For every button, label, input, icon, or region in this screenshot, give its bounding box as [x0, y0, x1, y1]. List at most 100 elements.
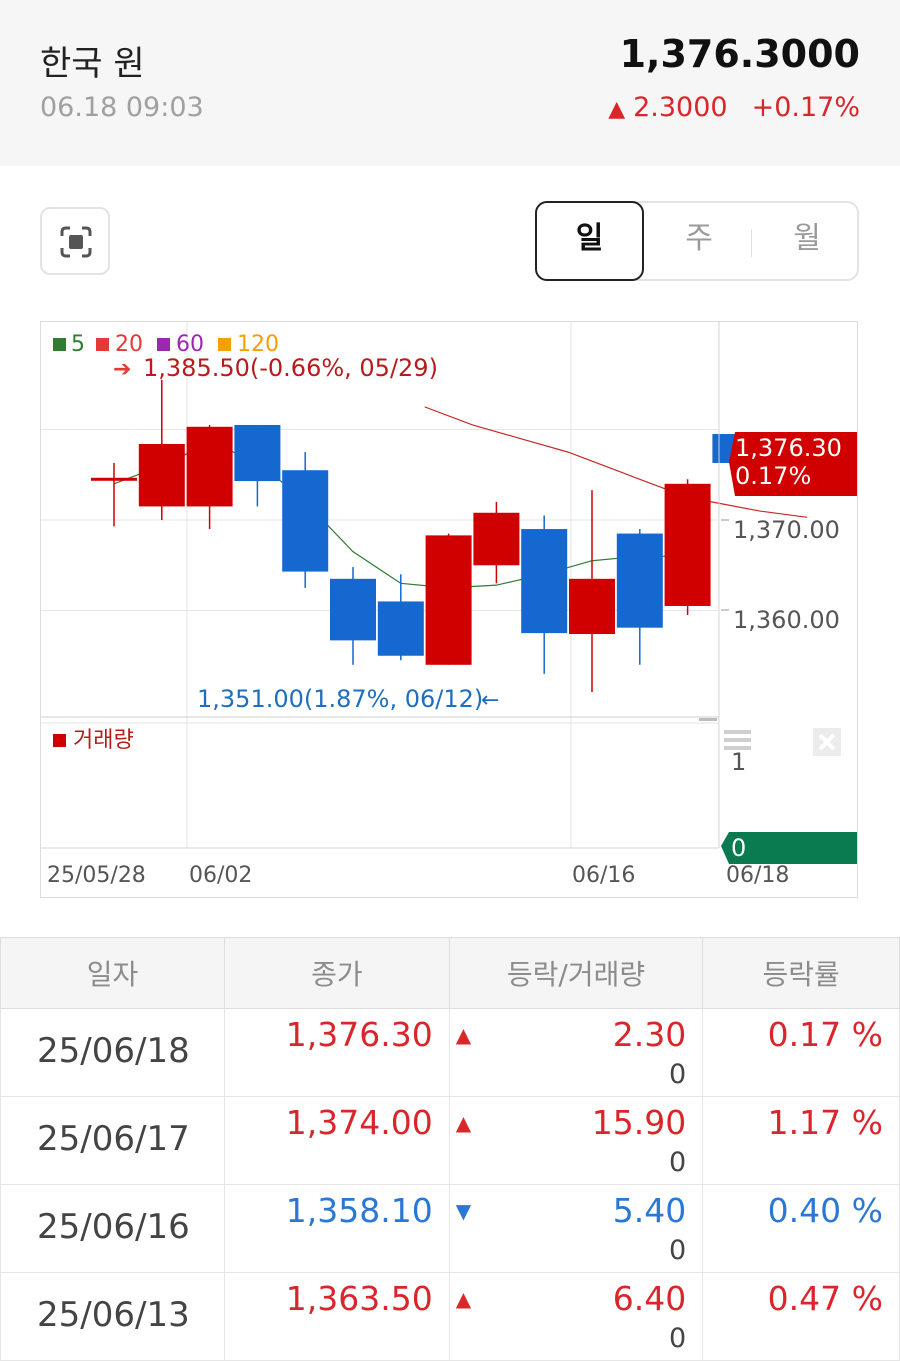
- y-tick-label: 1,370.00: [733, 516, 840, 544]
- header-date[interactable]: 일자: [0, 937, 225, 1009]
- tab-daily[interactable]: 일: [535, 201, 644, 281]
- change-value: 2.3000: [633, 92, 728, 123]
- row-volume: 0: [669, 1147, 687, 1178]
- min-annotation: 1,351.00(1.87%, 06/12): [197, 685, 483, 713]
- row-date: 25/06/18: [0, 1008, 225, 1097]
- row-change: 2.30: [612, 1015, 687, 1054]
- current-price: 1,376.3000: [619, 32, 860, 76]
- candle-body[interactable]: [282, 470, 329, 572]
- volume-legend-swatch: [53, 734, 66, 747]
- price-chart[interactable]: 5 20 60 120 ➔ 1,385.50(-0.66%, 05/29) 1,…: [40, 321, 858, 898]
- volume-settings-icon[interactable]: [724, 730, 751, 750]
- row-change-rate: 0.40 %: [702, 1184, 900, 1273]
- tab-weekly[interactable]: 주: [685, 221, 713, 256]
- row-change-rate: 1.17 %: [702, 1096, 900, 1185]
- tab-monthly[interactable]: 월: [793, 221, 821, 256]
- volume-legend-label: 거래량: [73, 728, 134, 753]
- row-change-rate: 0.17 %: [702, 1008, 900, 1097]
- quote-timestamp: 06.18 09:03: [40, 92, 204, 123]
- row-change-cell: ▲ 15.90 0: [448, 1096, 704, 1185]
- ma20-line: [424, 406, 808, 518]
- x-tick-label: 25/05/28: [47, 863, 146, 888]
- candle-body[interactable]: [569, 578, 615, 635]
- price-change: ▲ 2.3000 +0.17%: [608, 92, 860, 123]
- y-tick-label: 1,360.00: [733, 606, 840, 634]
- legend-swatch-60: [157, 338, 170, 351]
- current-pct-label: 0.17%: [735, 462, 811, 490]
- candle-body[interactable]: [91, 477, 137, 481]
- max-annotation: 1,385.50(-0.66%, 05/29): [143, 354, 438, 382]
- candlestick-chart[interactable]: 5 20 60 120 ➔ 1,385.50(-0.66%, 05/29) 1,…: [41, 322, 859, 899]
- price-history-table: 일자 종가 등락/거래량 등락률 25/06/18 1,376.30 ▲ 2.30 0 0…: [0, 937, 900, 1361]
- row-volume: 0: [669, 1235, 687, 1266]
- x-tick-label: 06/16: [572, 863, 635, 888]
- table-row[interactable]: 25/06/13 1,363.50 ▲ 6.40 0 0.47 %: [0, 1272, 900, 1361]
- table-row[interactable]: 25/06/17 1,374.00 ▲ 15.90 0 1.17 %: [0, 1096, 900, 1185]
- up-triangle-icon: ▲: [608, 97, 626, 122]
- candles: [91, 379, 759, 692]
- table-header-row: 일자 종가 등락/거래량 등락률: [0, 937, 900, 1009]
- x-tick-label: 06/02: [189, 863, 252, 888]
- row-change-cell: ▼ 5.40 0: [448, 1184, 704, 1273]
- max-arrow-icon: ➔: [113, 357, 131, 382]
- legend-swatch-120: [218, 338, 231, 351]
- row-date: 25/06/17: [0, 1096, 225, 1185]
- table-row[interactable]: 25/06/18 1,376.30 ▲ 2.30 0 0.17 %: [0, 1008, 900, 1097]
- row-date: 25/06/13: [0, 1272, 225, 1361]
- current-price-marker: 1,376.30 0.17%: [729, 432, 857, 496]
- up-triangle-icon: ▲: [455, 1287, 472, 1311]
- row-date: 25/06/16: [0, 1184, 225, 1273]
- up-triangle-icon: ▲: [455, 1023, 472, 1047]
- candle-body[interactable]: [377, 601, 424, 656]
- candle-body[interactable]: [664, 483, 711, 606]
- pane-resize-handle[interactable]: [699, 718, 717, 721]
- currency-title: 한국 원: [40, 44, 145, 84]
- candle-body[interactable]: [425, 535, 472, 665]
- row-volume: 0: [669, 1323, 687, 1354]
- row-volume: 0: [669, 1059, 687, 1090]
- x-tick-label: 06/18: [726, 863, 789, 888]
- quote-header: 한국 원 06.18 09:03 1,376.3000 ▲ 2.3000 +0.17…: [0, 0, 900, 166]
- row-change: 15.90: [591, 1103, 687, 1142]
- volume-pane: 거래량 1 0: [41, 716, 857, 864]
- row-change-cell: ▲ 6.40 0: [448, 1272, 704, 1361]
- header-change-rate[interactable]: 등락률: [702, 937, 900, 1009]
- row-change: 5.40: [612, 1191, 687, 1230]
- volume-current-label: 0: [731, 834, 746, 862]
- change-percent: +0.17%: [751, 92, 860, 123]
- chart-legend: 5 20 60 120: [53, 332, 279, 357]
- row-close: 1,374.00: [223, 1096, 450, 1185]
- row-close: 1,376.30: [223, 1008, 450, 1097]
- candle-body[interactable]: [186, 426, 233, 507]
- current-price-label: 1,376.30: [735, 434, 842, 462]
- fullscreen-button[interactable]: [40, 207, 110, 275]
- candle-body[interactable]: [473, 512, 520, 566]
- volume-tick-label: 1: [731, 748, 746, 776]
- down-triangle-icon: ▼: [455, 1199, 472, 1223]
- candle-body[interactable]: [616, 533, 663, 628]
- candle-body[interactable]: [521, 529, 568, 634]
- candle-body[interactable]: [138, 443, 185, 507]
- header-change-volume[interactable]: 등락/거래량: [448, 937, 704, 1009]
- tab-divider: [751, 229, 752, 257]
- legend-label-5: 5: [71, 332, 85, 357]
- candle-body[interactable]: [234, 424, 281, 482]
- row-close: 1,358.10: [223, 1184, 450, 1273]
- table-row[interactable]: 25/06/16 1,358.10 ▼ 5.40 0 0.40 %: [0, 1184, 900, 1273]
- row-change-rate: 0.47 %: [702, 1272, 900, 1361]
- capture-icon: [60, 226, 92, 258]
- x-axis: 25/05/28 06/02 06/16 06/18: [47, 863, 789, 888]
- legend-swatch-20: [96, 338, 109, 351]
- header-close[interactable]: 종가: [223, 937, 450, 1009]
- candle-body[interactable]: [330, 578, 376, 641]
- row-change: 6.40: [612, 1279, 687, 1318]
- close-pane-icon[interactable]: [813, 728, 841, 756]
- legend-label-20: 20: [115, 332, 143, 357]
- min-arrow-icon: ←: [481, 688, 499, 713]
- legend-label-60: 60: [176, 332, 204, 357]
- y-axis: 1,370.00 1,360.00: [718, 322, 840, 848]
- volume-current-marker: [721, 832, 857, 864]
- period-selector: 일 주 월: [535, 201, 859, 281]
- legend-swatch-5: [53, 338, 66, 351]
- row-change-cell: ▲ 2.30 0: [448, 1008, 704, 1097]
